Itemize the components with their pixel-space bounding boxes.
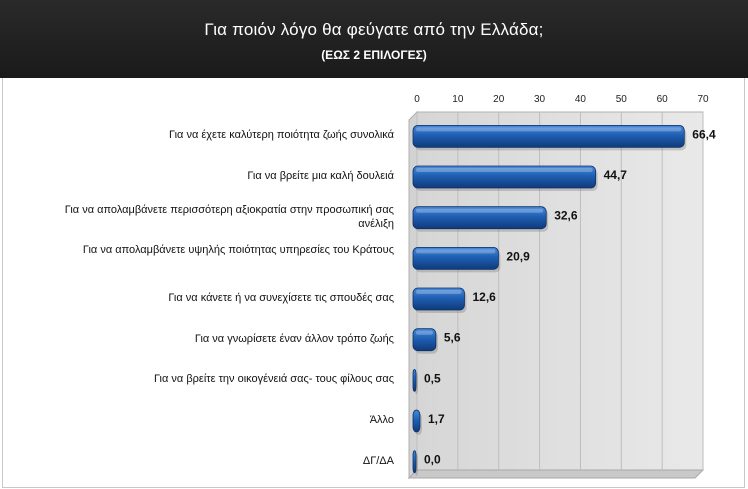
x-tick-label: 10 — [452, 94, 464, 105]
plot-floor — [407, 469, 705, 479]
bar-value-label: 0,5 — [424, 371, 441, 385]
bar — [412, 165, 597, 189]
chart-title: Για ποιόν λόγο θα φεύγατε από την Ελλάδα… — [204, 20, 544, 39]
bar — [412, 328, 437, 352]
bar-highlight — [416, 249, 496, 254]
bar-value-label: 1,7 — [428, 412, 445, 426]
x-tick-label: 30 — [534, 94, 546, 105]
bar-value-label: 0,0 — [424, 453, 441, 467]
category-label: Για να βρείτε την οικογένειά σας- τους φ… — [153, 373, 394, 386]
x-tick-label: 0 — [414, 94, 420, 105]
bar-highlight — [416, 127, 682, 132]
x-tick-label: 40 — [575, 94, 587, 105]
bar-value-label: 66,4 — [692, 127, 716, 141]
bar — [412, 124, 685, 148]
bar-value-label: 12,6 — [472, 290, 496, 304]
chart-subtitle: (ΕΩΣ 2 ΕΠΙΛΟΓΕΣ) — [321, 48, 427, 62]
bar-highlight — [416, 168, 593, 173]
category-label: Για να έχετε καλύτερη ποιότητα ζωής συνο… — [169, 129, 394, 142]
category-label: Για να απολαμβάνετε περισσότερη αξιοκρατ… — [64, 203, 394, 230]
bar — [412, 206, 547, 230]
bar-value-label: 20,9 — [506, 249, 530, 263]
bar — [412, 246, 499, 270]
category-label: Για να γνωρίσετε έναν άλλον τρόπο ζωής — [194, 332, 394, 345]
bar-highlight — [416, 290, 462, 295]
x-tick-label: 60 — [657, 94, 669, 105]
category-label: Για να κάνετε ή να συνεχίσετε τις σπουδέ… — [168, 292, 394, 305]
bar-value-label: 44,7 — [604, 168, 628, 182]
bar — [412, 368, 417, 392]
category-label: ΔΓ/ΔΑ — [362, 454, 394, 467]
bar-highlight — [416, 208, 544, 213]
category-label: Άλλο — [369, 414, 394, 427]
x-tick-label: 70 — [697, 94, 709, 105]
bar-value-label: 32,6 — [554, 209, 578, 223]
category-label: Για να απολαμβάνετε υψηλής ποιότητας υπη… — [82, 244, 394, 257]
bar — [412, 409, 421, 433]
x-tick-label: 50 — [616, 94, 628, 105]
category-label: Για να βρείτε μια καλή δουλειά — [247, 170, 394, 183]
bar — [412, 287, 465, 311]
x-tick-label: 20 — [493, 94, 505, 105]
chart-header: Για ποιόν λόγο θα φεύγατε από την Ελλάδα… — [0, 0, 748, 78]
bar — [412, 450, 417, 474]
bar-value-label: 5,6 — [444, 331, 461, 345]
bar-highlight — [416, 330, 433, 335]
